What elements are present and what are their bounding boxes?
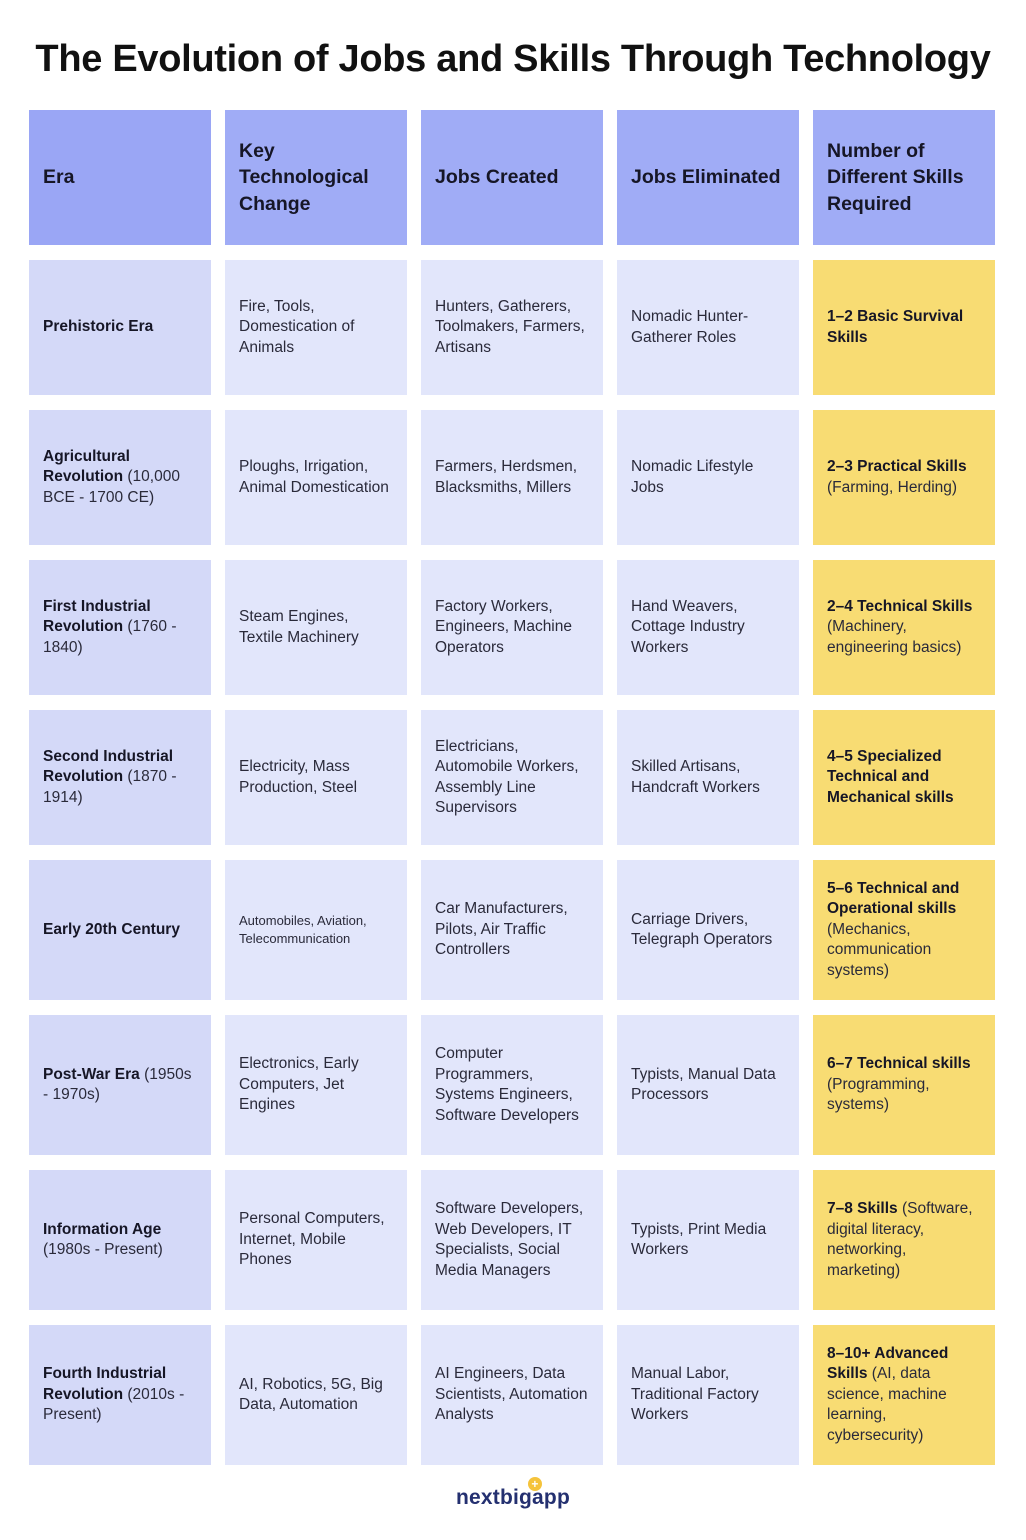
skills-count: 7–8 Skills	[827, 1200, 898, 1217]
era-cell: Early 20th Century	[29, 860, 211, 1000]
header-era: Era	[29, 110, 211, 245]
skills-count: 1–2 Basic Survival Skills	[827, 308, 964, 346]
skills-count: 2–4 Technical Skills	[827, 597, 973, 615]
era-name: Information Age	[43, 1220, 162, 1238]
jobs-eliminated-cell: Typists, Manual Data Processors	[617, 1015, 799, 1155]
jobs-eliminated-cell: Typists, Print Media Workers	[617, 1170, 799, 1310]
skills-count: 2–3 Practical Skills	[827, 458, 967, 475]
tech-cell: Electricity, Mass Production, Steel	[225, 710, 407, 845]
jobs-created-cell: Electricians, Automobile Workers, Assemb…	[421, 710, 603, 845]
skills-cell: 4–5 Specialized Technical and Mechanical…	[813, 710, 995, 845]
header-skills: Number of Different Skills Required	[813, 110, 995, 245]
skills-cell: 1–2 Basic Survival Skills	[813, 260, 995, 395]
jobs-skills-table: Era Key Technological Change Jobs Create…	[29, 110, 995, 1465]
era-cell: Fourth Industrial Revolution (2010s - Pr…	[29, 1325, 211, 1465]
skills-cell: 6–7 Technical skills (Programming, syste…	[813, 1015, 995, 1155]
skills-detail: (Programming, systems)	[827, 1075, 930, 1114]
era-name: Prehistoric Era	[43, 318, 154, 336]
skills-detail: (AI, data science, machine learning, cyb…	[827, 1365, 947, 1444]
tech-cell: Automobiles, Aviation, Telecommunication	[225, 860, 407, 1000]
tech-cell: Ploughs, Irrigation, Animal Domesticatio…	[225, 410, 407, 545]
skills-detail: (Software, digital literacy, networking,…	[827, 1200, 973, 1279]
tech-cell: Steam Engines, Textile Machinery	[225, 560, 407, 695]
header-jobs-eliminated: Jobs Eliminated	[617, 110, 799, 245]
logo-wordmark: nextbigapp +	[455, 1477, 570, 1510]
jobs-created-cell: Computer Programmers, Systems Engineers,…	[421, 1015, 603, 1155]
era-dates: (1870 - 1914)	[43, 768, 177, 806]
jobs-eliminated-cell: Skilled Artisans, Handcraft Workers	[617, 710, 799, 845]
era-name: Post-War Era	[43, 1065, 140, 1083]
era-dates: (1980s - Present)	[43, 1241, 163, 1258]
skills-cell: 2–3 Practical Skills (Farming, Herding)	[813, 410, 995, 545]
era-cell: Post-War Era (1950s - 1970s)	[29, 1015, 211, 1155]
era-name: First Industrial Revolution	[43, 597, 151, 636]
skills-count: 8–10+ Advanced Skills	[827, 1344, 949, 1383]
jobs-created-cell: Factory Workers, Engineers, Machine Oper…	[421, 560, 603, 695]
tech-cell: Fire, Tools, Domestication of Animals	[225, 260, 407, 395]
jobs-eliminated-cell: Nomadic Lifestyle Jobs	[617, 410, 799, 545]
skills-count: 4–5 Specialized Technical and Mechanical…	[827, 747, 954, 806]
era-cell: First Industrial Revolution (1760 - 1840…	[29, 560, 211, 695]
skills-detail: (Machinery, engineering basics)	[827, 618, 962, 656]
plus-badge-icon: +	[528, 1477, 542, 1491]
brand-logo[interactable]: nextbigapp +	[0, 1477, 1026, 1510]
era-dates: (2010s - Present)	[43, 1385, 185, 1424]
jobs-created-cell: Hunters, Gatherers, Toolmakers, Farmers,…	[421, 260, 603, 395]
era-name: Second Industrial Revolution	[43, 747, 174, 786]
era-name: Fourth Industrial Revolution	[43, 1365, 167, 1403]
era-cell: Prehistoric Era	[29, 260, 211, 395]
skills-count: 6–7 Technical skills	[827, 1055, 971, 1073]
jobs-created-cell: Car Manufacturers, Pilots, Air Traffic C…	[421, 860, 603, 1000]
skills-detail: (Farming, Herding)	[827, 478, 958, 496]
tech-cell: AI, Robotics, 5G, Big Data, Automation	[225, 1325, 407, 1465]
era-cell: Agricultural Revolution (10,000 BCE - 17…	[29, 410, 211, 545]
skills-cell: 7–8 Skills (Software, digital literacy, …	[813, 1170, 995, 1310]
header-jobs-created: Jobs Created	[421, 110, 603, 245]
jobs-eliminated-cell: Hand Weavers, Cottage Industry Workers	[617, 560, 799, 695]
page-title: The Evolution of Jobs and Skills Through…	[35, 38, 991, 80]
skills-detail: (Mechanics, communication systems)	[827, 920, 932, 979]
jobs-created-cell: AI Engineers, Data Scientists, Automatio…	[421, 1325, 603, 1465]
era-name: Early 20th Century	[43, 920, 180, 938]
skills-cell: 5–6 Technical and Operational skills (Me…	[813, 860, 995, 1000]
tech-cell: Electronics, Early Computers, Jet Engine…	[225, 1015, 407, 1155]
era-cell: Information Age (1980s - Present)	[29, 1170, 211, 1310]
era-dates: (1760 - 1840)	[43, 618, 177, 656]
jobs-eliminated-cell: Carriage Drivers, Telegraph Operators	[617, 860, 799, 1000]
jobs-eliminated-cell: Nomadic Hunter-Gatherer Roles	[617, 260, 799, 395]
skills-count: 5–6 Technical and Operational skills	[827, 879, 960, 918]
skills-cell: 8–10+ Advanced Skills (AI, data science,…	[813, 1325, 995, 1465]
header-tech: Key Technological Change	[225, 110, 407, 245]
tech-cell: Personal Computers, Internet, Mobile Pho…	[225, 1170, 407, 1310]
jobs-created-cell: Software Developers, Web Developers, IT …	[421, 1170, 603, 1310]
era-name: Agricultural Revolution	[43, 447, 130, 486]
skills-cell: 2–4 Technical Skills (Machinery, enginee…	[813, 560, 995, 695]
jobs-eliminated-cell: Manual Labor, Traditional Factory Worker…	[617, 1325, 799, 1465]
era-dates: (1950s - 1970s)	[43, 1065, 192, 1104]
era-dates: (10,000 BCE - 1700 CE)	[43, 468, 180, 506]
era-cell: Second Industrial Revolution (1870 - 191…	[29, 710, 211, 845]
jobs-created-cell: Farmers, Herdsmen, Blacksmiths, Millers	[421, 410, 603, 545]
logo-text: nextbigapp	[455, 1486, 570, 1509]
